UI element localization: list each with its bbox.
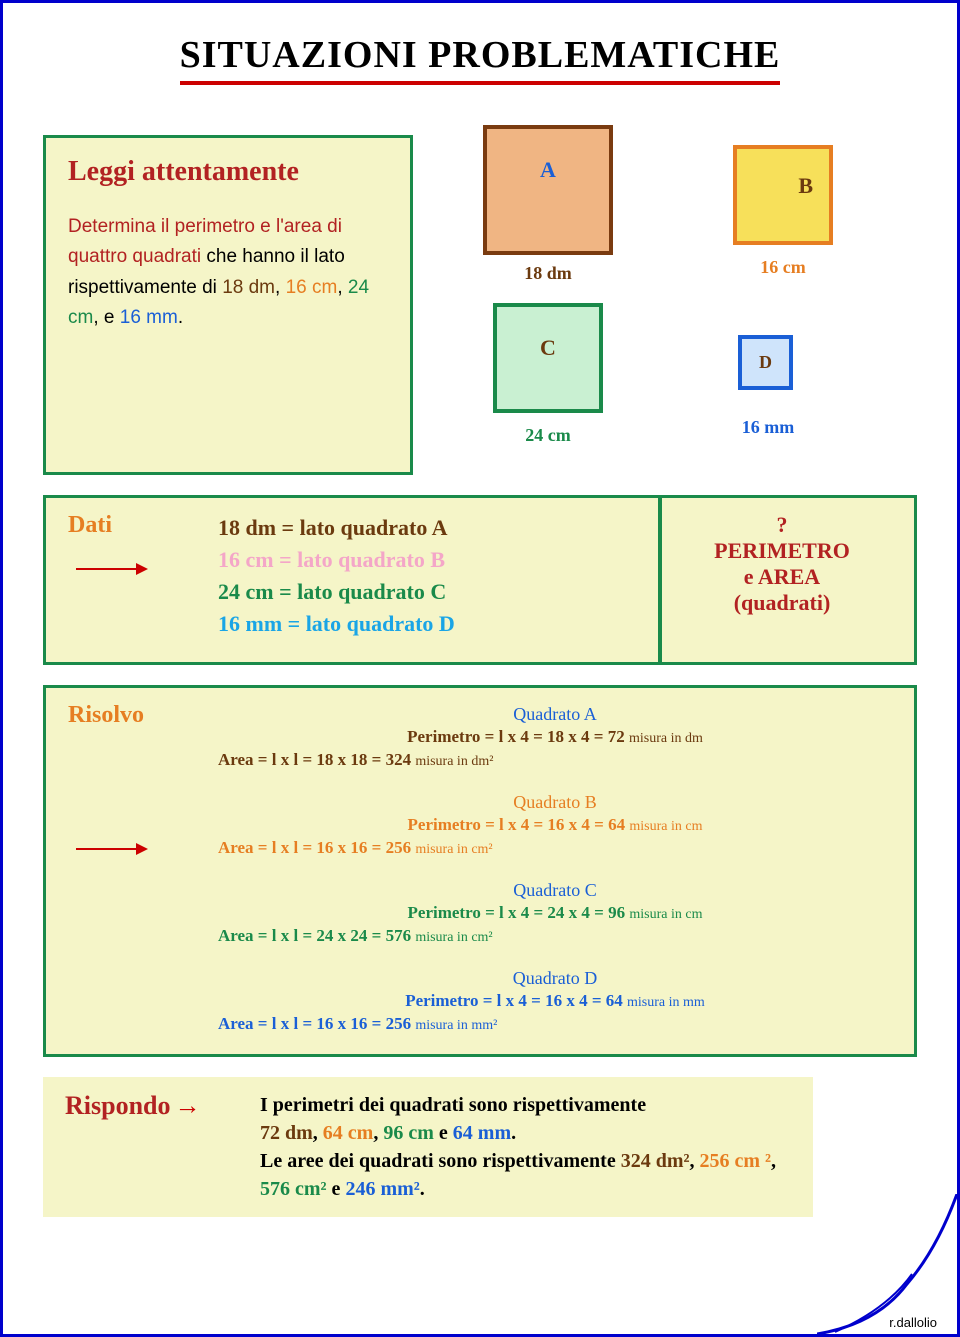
- square-B: B: [733, 145, 833, 245]
- rB-area: Area = l x l = 16 x 16 = 256 misura in c…: [218, 837, 892, 860]
- top-row: Leggi attentamente Determina il perimetr…: [43, 135, 917, 475]
- rispondo-p2: 64 cm: [323, 1122, 374, 1144]
- dati-divider: [658, 498, 662, 662]
- panels: Dati 18 dm = lato quadrato A 16 cm = lat…: [43, 495, 917, 1217]
- square-C: C: [493, 303, 603, 413]
- leggi-m2: 16 cm: [286, 277, 338, 298]
- dati-C: 24 cm = lato quadrato C: [218, 576, 648, 608]
- leggi-m1: 18 dm: [222, 277, 275, 298]
- square-B-side: 16 cm: [733, 257, 833, 278]
- title-row: SITUAZIONI PROBLEMATICHE: [43, 33, 917, 115]
- rC-title: Quadrato C: [218, 878, 892, 902]
- page-curl-icon: [817, 1194, 957, 1334]
- risolvo-A: Quadrato A Perimetro = l x 4 = 18 x 4 = …: [218, 702, 892, 772]
- dati-r1: PERIMETRO: [672, 538, 892, 564]
- rA-area: Area = l x l = 18 x 18 = 324 misura in d…: [218, 749, 892, 772]
- rispondo-p1: 72 dm: [260, 1122, 313, 1144]
- rispondo-l1: I perimetri dei quadrati sono rispettiva…: [260, 1094, 646, 1116]
- dati-label: Dati: [68, 512, 218, 640]
- rD-area: Area = l x l = 16 x 16 = 256 misura in m…: [218, 1013, 892, 1036]
- dati-D: 16 mm = lato quadrato D: [218, 608, 648, 640]
- dati-right: ? PERIMETRO e AREA (quadrati): [672, 512, 892, 640]
- dati-content: 18 dm = lato quadrato A 16 cm = lato qua…: [218, 512, 648, 640]
- footer-credit: r.dallolio: [889, 1315, 937, 1330]
- rispondo-l2: Le aree dei quadrati sono rispettivament…: [260, 1150, 616, 1172]
- leggi-m4: 16 mm: [120, 307, 178, 328]
- rispondo-a3: 576 cm²: [260, 1178, 327, 1200]
- rC-per: Perimetro = l x 4 = 24 x 4 = 96 misura i…: [218, 902, 892, 925]
- leggi-body: Determina il perimetro e l'area di quatt…: [68, 212, 388, 334]
- leggi-title: Leggi attentamente: [68, 156, 388, 188]
- square-D-side: 16 mm: [713, 417, 823, 438]
- rB-title: Quadrato B: [218, 790, 892, 814]
- rA-per: Perimetro = l x 4 = 18 x 4 = 72 misura i…: [218, 726, 892, 749]
- square-A-side: 18 dm: [483, 263, 613, 284]
- square-C-side: 24 cm: [493, 425, 603, 446]
- rispondo-a1: 324 dm²: [621, 1150, 690, 1172]
- dati-panel: Dati 18 dm = lato quadrato A 16 cm = lat…: [43, 495, 917, 665]
- dati-B: 16 cm = lato quadrato B: [218, 544, 648, 576]
- dati-A: 18 dm = lato quadrato A: [218, 512, 648, 544]
- risolvo-content: Quadrato A Perimetro = l x 4 = 18 x 4 = …: [218, 702, 892, 1041]
- rispondo-body: I perimetri dei quadrati sono rispettiva…: [260, 1091, 791, 1203]
- rC-area: Area = l x l = 24 x 24 = 576 misura in c…: [218, 925, 892, 948]
- rispondo-p4: 64 mm: [453, 1122, 511, 1144]
- square-A: A: [483, 125, 613, 255]
- risolvo-panel: Risolvo Quadrato A Perimetro = l x 4 = 1…: [43, 685, 917, 1058]
- square-D: D: [738, 335, 793, 390]
- dati-r3: (quadrati): [672, 590, 892, 616]
- rD-per: Perimetro = l x 4 = 16 x 4 = 64 misura i…: [218, 990, 892, 1013]
- arrow-icon: [76, 848, 146, 850]
- squares-area: A 18 dm B 16 cm C 24 cm D 16 mm: [433, 135, 917, 475]
- dati-q: ?: [672, 512, 892, 538]
- leggi-e: e: [104, 307, 115, 328]
- dati-r2: e AREA: [672, 564, 892, 590]
- rB-per: Perimetro = l x 4 = 16 x 4 = 64 misura i…: [218, 814, 892, 837]
- risolvo-label: Risolvo: [68, 702, 218, 1041]
- risolvo-C: Quadrato C Perimetro = l x 4 = 24 x 4 = …: [218, 878, 892, 948]
- leggi-panel: Leggi attentamente Determina il perimetr…: [43, 135, 413, 475]
- arrow-icon: [76, 568, 146, 570]
- rispondo-panel: Rispondo→ I perimetri dei quadrati sono …: [43, 1077, 813, 1217]
- rD-title: Quadrato D: [218, 966, 892, 990]
- rispondo-p3: 96 cm: [383, 1122, 434, 1144]
- page-title: SITUAZIONI PROBLEMATICHE: [180, 33, 781, 85]
- risolvo-B: Quadrato B Perimetro = l x 4 = 16 x 4 = …: [218, 790, 892, 860]
- rA-title: Quadrato A: [218, 702, 892, 726]
- rispondo-a2: 256 cm ²: [699, 1150, 771, 1172]
- rispondo-a4: 246 mm²: [345, 1178, 419, 1200]
- rispondo-label: Rispondo→: [65, 1091, 260, 1203]
- risolvo-D: Quadrato D Perimetro = l x 4 = 16 x 4 = …: [218, 966, 892, 1036]
